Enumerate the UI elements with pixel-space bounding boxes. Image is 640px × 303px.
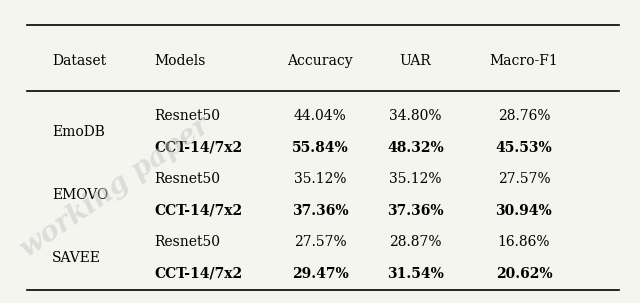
Text: Dataset: Dataset bbox=[52, 55, 106, 68]
Text: 30.94%: 30.94% bbox=[495, 204, 552, 218]
Text: Accuracy: Accuracy bbox=[287, 55, 353, 68]
Text: 28.87%: 28.87% bbox=[389, 235, 442, 249]
Text: 16.86%: 16.86% bbox=[498, 235, 550, 249]
Text: 27.57%: 27.57% bbox=[294, 235, 346, 249]
Text: 37.36%: 37.36% bbox=[292, 204, 348, 218]
Text: EmoDB: EmoDB bbox=[52, 125, 105, 139]
Text: 44.04%: 44.04% bbox=[294, 109, 346, 123]
Text: Models: Models bbox=[154, 55, 205, 68]
Text: 20.62%: 20.62% bbox=[495, 267, 552, 281]
Text: 34.80%: 34.80% bbox=[389, 109, 442, 123]
Text: CCT-14/7x2: CCT-14/7x2 bbox=[154, 204, 243, 218]
Text: CCT-14/7x2: CCT-14/7x2 bbox=[154, 141, 243, 155]
Text: 35.12%: 35.12% bbox=[389, 172, 442, 186]
Text: CCT-14/7x2: CCT-14/7x2 bbox=[154, 267, 243, 281]
Text: EMOVO: EMOVO bbox=[52, 188, 109, 202]
Text: 28.76%: 28.76% bbox=[498, 109, 550, 123]
Text: Resnet50: Resnet50 bbox=[154, 109, 220, 123]
Text: 45.53%: 45.53% bbox=[495, 141, 552, 155]
Text: 35.12%: 35.12% bbox=[294, 172, 346, 186]
Text: 31.54%: 31.54% bbox=[387, 267, 444, 281]
Text: UAR: UAR bbox=[400, 55, 431, 68]
Text: 37.36%: 37.36% bbox=[387, 204, 444, 218]
Text: Macro-F1: Macro-F1 bbox=[490, 55, 558, 68]
Text: 27.57%: 27.57% bbox=[497, 172, 550, 186]
Text: SAVEE: SAVEE bbox=[52, 251, 101, 265]
Text: 55.84%: 55.84% bbox=[292, 141, 348, 155]
Text: working paper: working paper bbox=[15, 112, 215, 263]
Text: 29.47%: 29.47% bbox=[292, 267, 348, 281]
Text: Resnet50: Resnet50 bbox=[154, 172, 220, 186]
Text: 48.32%: 48.32% bbox=[387, 141, 444, 155]
Text: Resnet50: Resnet50 bbox=[154, 235, 220, 249]
